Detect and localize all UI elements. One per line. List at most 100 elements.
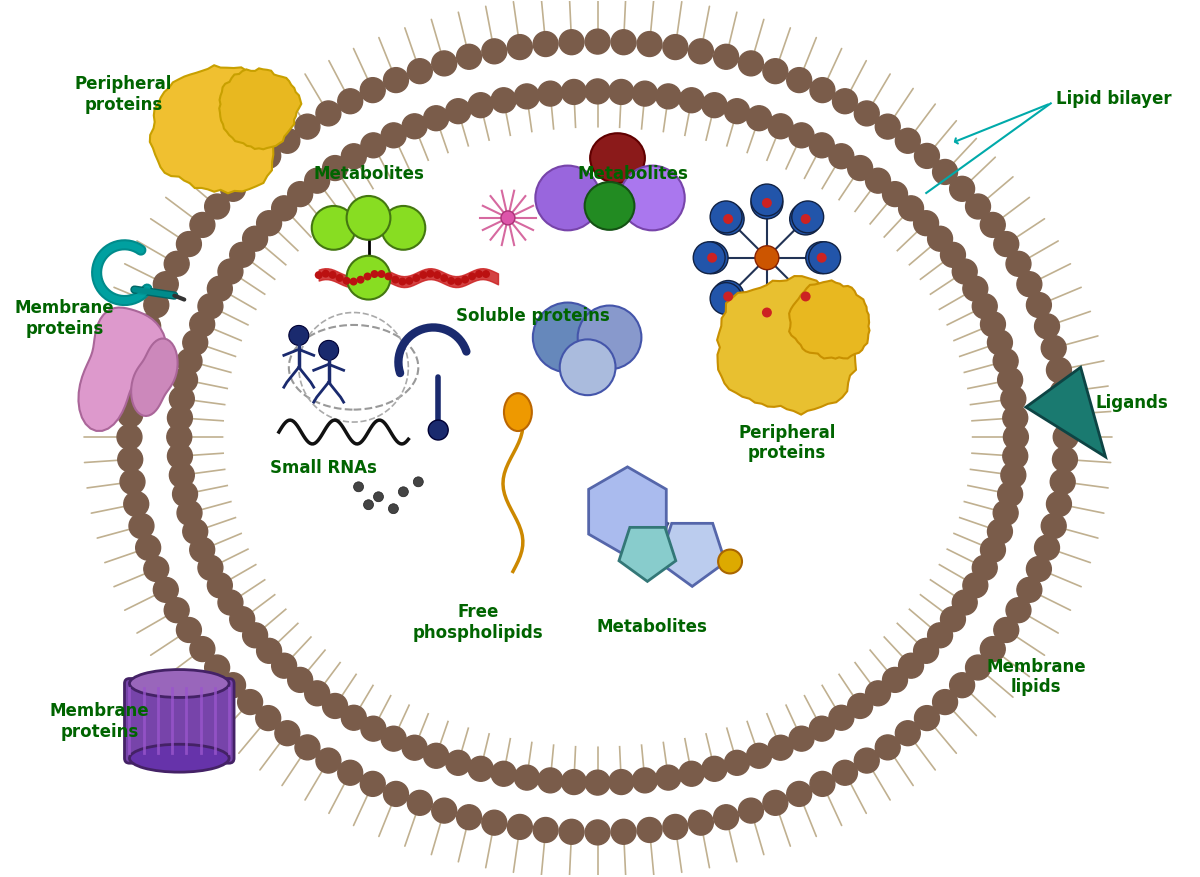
Circle shape (746, 744, 772, 768)
Text: Metabolites: Metabolites (313, 165, 424, 183)
Circle shape (271, 196, 296, 222)
Circle shape (373, 492, 384, 503)
Circle shape (312, 207, 355, 251)
Circle shape (182, 331, 208, 355)
Ellipse shape (504, 394, 532, 431)
Circle shape (790, 726, 814, 752)
Circle shape (928, 227, 953, 252)
Circle shape (229, 243, 254, 268)
Ellipse shape (620, 167, 685, 231)
Circle shape (384, 273, 392, 281)
Circle shape (1034, 315, 1060, 339)
Circle shape (1052, 403, 1078, 427)
Circle shape (130, 514, 154, 538)
Circle shape (190, 312, 215, 338)
Circle shape (792, 202, 823, 233)
Circle shape (538, 768, 563, 793)
Circle shape (875, 735, 900, 760)
Circle shape (928, 624, 953, 648)
Circle shape (491, 89, 516, 113)
Circle shape (941, 243, 966, 268)
Circle shape (1046, 358, 1072, 383)
Circle shape (1042, 514, 1066, 538)
Circle shape (632, 82, 658, 107)
Circle shape (800, 215, 811, 225)
Circle shape (637, 817, 662, 843)
Circle shape (508, 36, 533, 61)
Circle shape (360, 772, 385, 796)
Circle shape (751, 188, 782, 219)
Circle shape (713, 282, 744, 313)
Circle shape (724, 215, 733, 225)
Circle shape (762, 199, 772, 209)
Circle shape (118, 403, 143, 427)
Circle shape (988, 331, 1013, 355)
Circle shape (364, 500, 373, 510)
Circle shape (130, 336, 154, 361)
Circle shape (164, 598, 190, 623)
Circle shape (173, 482, 198, 507)
Polygon shape (790, 281, 870, 360)
Circle shape (790, 203, 822, 236)
Circle shape (679, 761, 704, 787)
Circle shape (899, 196, 924, 222)
Circle shape (913, 638, 938, 664)
Circle shape (341, 145, 366, 169)
Circle shape (738, 798, 763, 824)
Circle shape (208, 277, 233, 302)
Text: Peripheral
proteins: Peripheral proteins (738, 423, 835, 462)
Circle shape (382, 124, 406, 148)
Circle shape (168, 444, 192, 469)
Circle shape (854, 748, 880, 774)
Circle shape (875, 115, 900, 140)
Circle shape (809, 133, 834, 159)
Circle shape (454, 278, 462, 286)
Circle shape (384, 781, 408, 807)
Circle shape (994, 232, 1019, 257)
Circle shape (289, 326, 308, 346)
Circle shape (124, 492, 149, 517)
Circle shape (295, 115, 320, 140)
Circle shape (1050, 381, 1075, 405)
Circle shape (407, 790, 432, 816)
Circle shape (221, 177, 246, 202)
Circle shape (988, 519, 1013, 545)
Circle shape (707, 253, 718, 263)
Text: Soluble proteins: Soluble proteins (456, 307, 610, 325)
Circle shape (533, 32, 558, 57)
Circle shape (962, 574, 988, 598)
Circle shape (347, 256, 390, 300)
Circle shape (337, 760, 362, 785)
Circle shape (337, 89, 362, 115)
Circle shape (164, 252, 190, 277)
Circle shape (994, 617, 1019, 643)
Circle shape (424, 744, 449, 768)
Circle shape (402, 115, 427, 139)
Circle shape (398, 488, 408, 497)
Circle shape (378, 271, 385, 279)
Circle shape (288, 667, 313, 693)
Text: Small RNAs: Small RNAs (270, 459, 377, 476)
Circle shape (1006, 598, 1031, 623)
Circle shape (809, 243, 840, 275)
Circle shape (364, 273, 372, 282)
Circle shape (391, 276, 400, 284)
Circle shape (1050, 470, 1075, 495)
Circle shape (533, 817, 558, 843)
Circle shape (586, 80, 610, 104)
Circle shape (182, 519, 208, 545)
Circle shape (787, 68, 811, 94)
Circle shape (710, 202, 742, 233)
Circle shape (972, 556, 997, 581)
Circle shape (751, 185, 782, 217)
Circle shape (178, 501, 202, 525)
Circle shape (702, 757, 727, 781)
Circle shape (899, 653, 924, 679)
Circle shape (763, 60, 787, 84)
Circle shape (980, 213, 1006, 238)
Circle shape (980, 312, 1006, 338)
Circle shape (218, 260, 242, 285)
Circle shape (562, 81, 587, 105)
Circle shape (229, 607, 254, 632)
Circle shape (577, 306, 642, 370)
